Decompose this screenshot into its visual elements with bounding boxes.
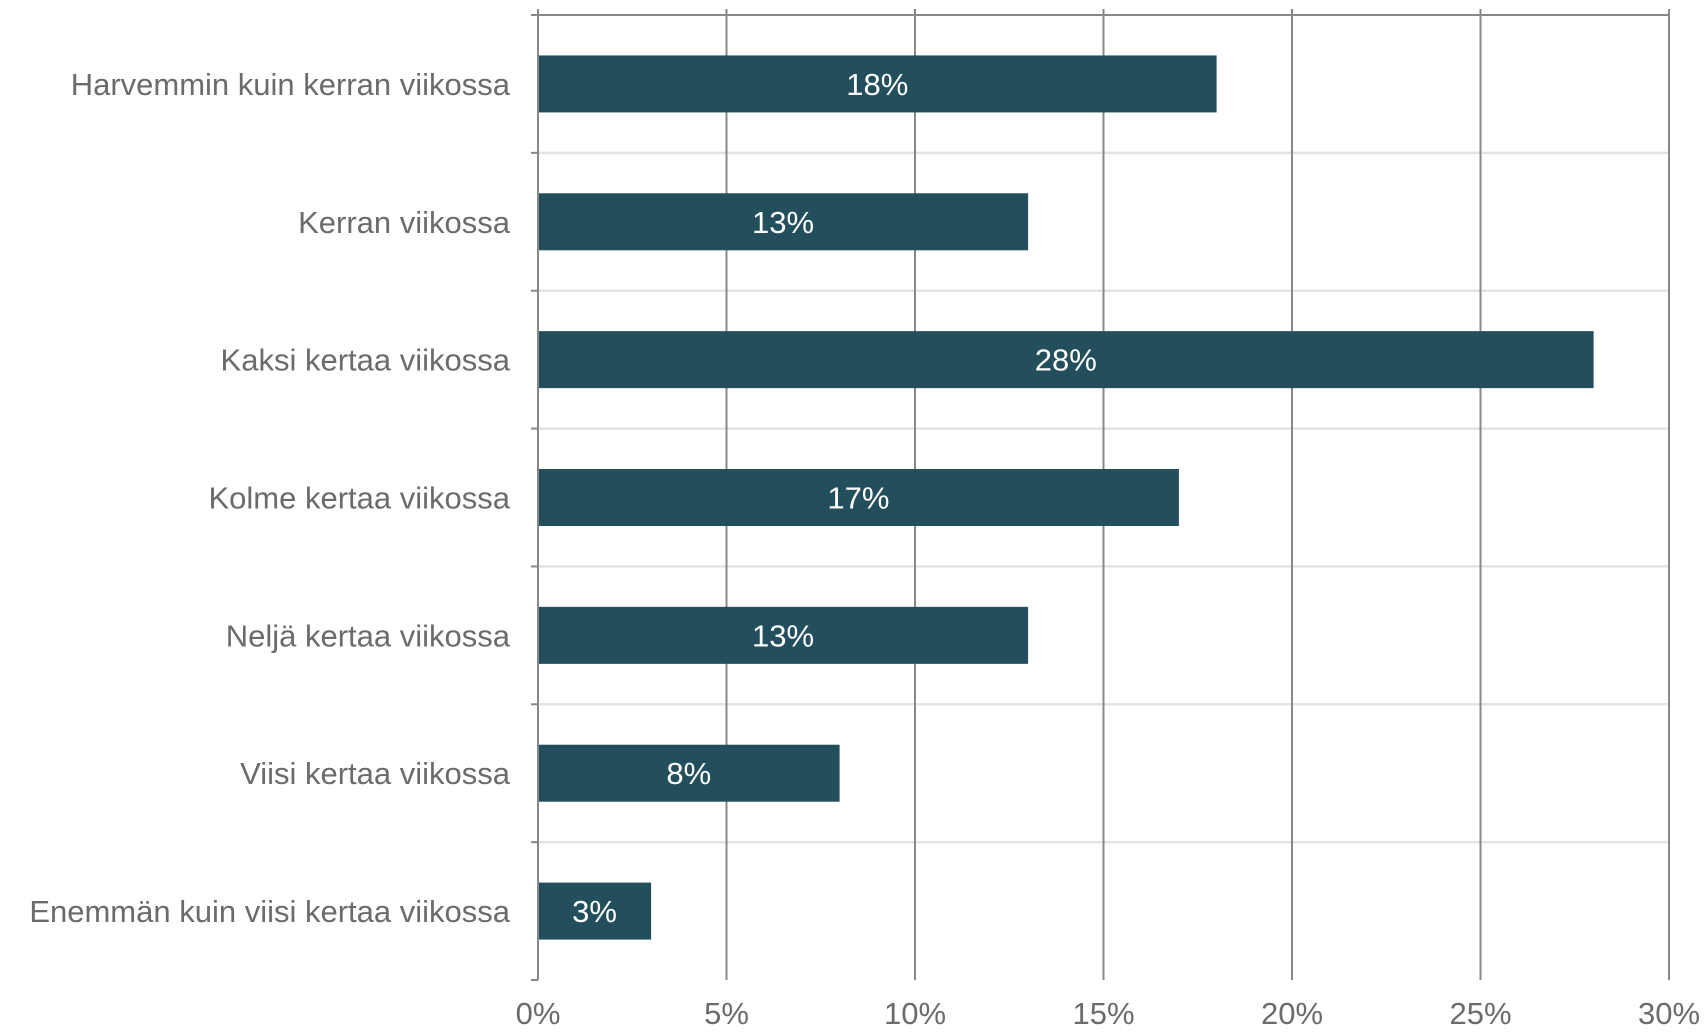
x-tick-label: 5% [704,996,749,1031]
category-axis [531,14,539,981]
data-label: 8% [666,756,711,791]
x-tick-labels: 0% 5% 10% 15% 20% 25% 30% [516,996,1700,1031]
bar [539,882,652,940]
bar [539,469,1179,526]
category-label: Enemmän kuin viisi kertaa viikossa [29,894,510,929]
category-label: Kolme kertaa viikossa [208,481,510,516]
category-label: Viisi kertaa viikossa [240,756,511,791]
x-tick-label: 25% [1449,996,1511,1031]
x-tick-label: 20% [1261,996,1323,1031]
data-label: 17% [827,481,889,516]
category-label: Kerran viikossa [298,205,511,240]
category-label: Kaksi kertaa viikossa [221,343,511,378]
x-tick-label: 0% [516,996,561,1031]
bar [539,55,1217,113]
x-tick-label: 15% [1072,996,1134,1031]
category-label: Neljä kertaa viikossa [226,618,511,653]
data-label: 13% [752,205,814,240]
category-separators [532,14,1669,844]
category-label: Harvemmin kuin kerran viikossa [71,67,511,102]
bar [539,331,1594,389]
x-tick-label: 30% [1638,996,1700,1031]
data-label: 28% [1035,343,1097,378]
bar [539,744,840,802]
bars [539,55,1594,940]
x-tick-label: 10% [884,996,946,1031]
bar [539,606,1029,664]
data-label: 18% [846,67,908,102]
bar [539,193,1029,251]
data-labels: 18% 13% 28% 17% 13% 8% 3% [572,67,1097,929]
data-label: 3% [572,894,617,929]
category-labels: Harvemmin kuin kerran viikossa Kerran vii… [29,67,510,929]
data-label: 13% [752,618,814,653]
